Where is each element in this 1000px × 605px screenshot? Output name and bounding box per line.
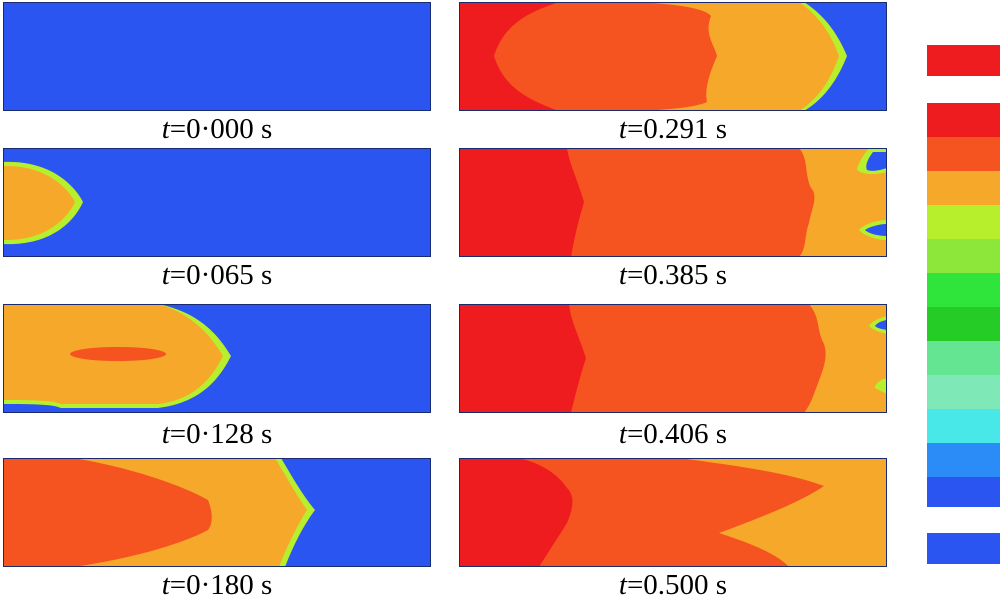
legend-swatch <box>927 171 1000 205</box>
legend-swatch <box>927 137 1000 171</box>
time-label: t=0·180 s <box>161 569 273 601</box>
time-label: t=0.406 s <box>618 418 728 450</box>
legend-swatch <box>927 443 1000 477</box>
legend-swatch <box>927 341 1000 375</box>
legend-swatch <box>927 103 1000 137</box>
legend-swatch <box>927 307 1000 341</box>
legend-swatch <box>927 273 1000 307</box>
color-legend <box>927 0 1000 605</box>
time-label: t=0·000 s <box>161 113 273 145</box>
legend-swatch <box>927 239 1000 273</box>
time-label: t=0·065 s <box>161 259 273 291</box>
legend-swatch <box>927 477 1000 507</box>
contour-panel-t0000 <box>3 2 431 111</box>
contour-panel-t0385 <box>459 148 887 257</box>
time-label: t=0·128 s <box>161 418 273 450</box>
legend-swatch-bottom <box>927 533 1000 564</box>
legend-swatch <box>927 375 1000 409</box>
contour-panel-t0406 <box>459 304 887 413</box>
contour-panel-t0065 <box>3 148 431 257</box>
contour-panel-t0128 <box>3 304 431 413</box>
time-label: t=0.500 s <box>618 569 728 601</box>
legend-swatch <box>927 205 1000 239</box>
contour-panel-t0180 <box>3 458 431 567</box>
legend-swatch <box>927 409 1000 443</box>
contour-panel-t0500 <box>459 458 887 567</box>
legend-swatch-top <box>927 45 1000 76</box>
time-label: t=0.291 s <box>618 113 728 145</box>
time-label: t=0.385 s <box>618 259 728 291</box>
contour-panel-t0291 <box>459 2 887 111</box>
